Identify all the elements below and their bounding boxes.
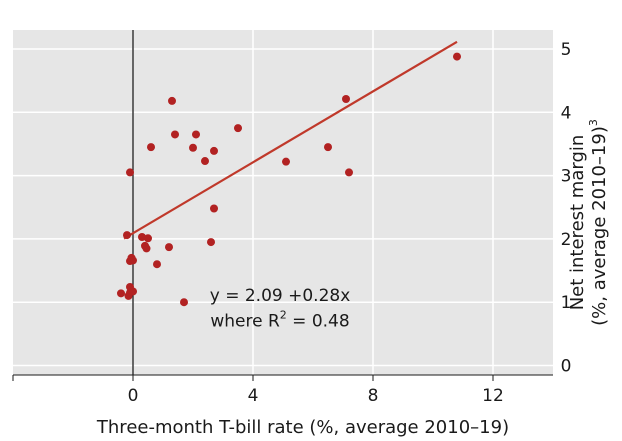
data-point [138, 233, 146, 241]
x-tick-label: 12 [482, 386, 504, 406]
y-axis-title-line1: Net interest margin [567, 135, 588, 311]
data-point [129, 256, 137, 265]
y-axis-title-footnote: 3 [587, 119, 600, 126]
r-squared-prefix: where R [210, 311, 280, 331]
data-point [168, 96, 176, 105]
data-point [123, 231, 131, 240]
x-axis-title: Three-month T-bill rate (%, average 2010… [96, 417, 509, 438]
data-point [142, 244, 151, 253]
data-point [342, 95, 350, 103]
data-point [147, 143, 155, 152]
data-point [210, 204, 218, 213]
r-squared-label: where R2 = 0.48 [210, 308, 349, 331]
y-axis-title: Net interest margin (%, average 2010–19)… [567, 119, 610, 326]
y-axis-ticks: 0 1 2 3 4 5 [561, 40, 572, 377]
data-point [180, 298, 188, 307]
x-tick-label: 0 [128, 386, 139, 406]
data-point [282, 157, 290, 166]
y-tick-label: 0 [561, 357, 572, 377]
data-point [129, 287, 137, 296]
grid-lines [13, 30, 553, 375]
y-tick-label: 1 [561, 293, 572, 313]
data-point [144, 234, 152, 243]
data-point [345, 168, 353, 177]
x-tick-label: 4 [248, 386, 259, 406]
data-point [453, 52, 461, 61]
data-point [117, 289, 125, 298]
y-axis-title-unit: (%, average 2010–19) [589, 126, 610, 326]
data-point [126, 168, 134, 177]
y-tick-label: 2 [561, 230, 572, 250]
data-point [324, 143, 332, 152]
r-squared-value: = 0.48 [287, 311, 350, 331]
x-axis-ticks: 0 4 8 12 [12, 375, 504, 406]
y-tick-label: 4 [561, 103, 572, 123]
y-axis-title-line2: (%, average 2010–19)3 [587, 119, 610, 326]
data-point [165, 243, 173, 252]
data-points [117, 52, 461, 307]
plot-area [13, 30, 553, 375]
r-squared-sup: 2 [280, 308, 287, 321]
data-point [189, 143, 197, 152]
data-point [234, 124, 242, 133]
data-point [210, 146, 218, 155]
data-point [171, 130, 179, 139]
equation-label: y = 2.09 +0.28x [210, 286, 351, 306]
data-point [192, 130, 200, 139]
y-tick-label: 5 [561, 40, 572, 60]
fit-line [123, 40, 458, 240]
x-tick-label: 8 [368, 386, 379, 406]
data-point [207, 238, 215, 247]
data-point [153, 260, 161, 269]
data-point [201, 157, 209, 166]
y-tick-label: 3 [561, 167, 572, 187]
